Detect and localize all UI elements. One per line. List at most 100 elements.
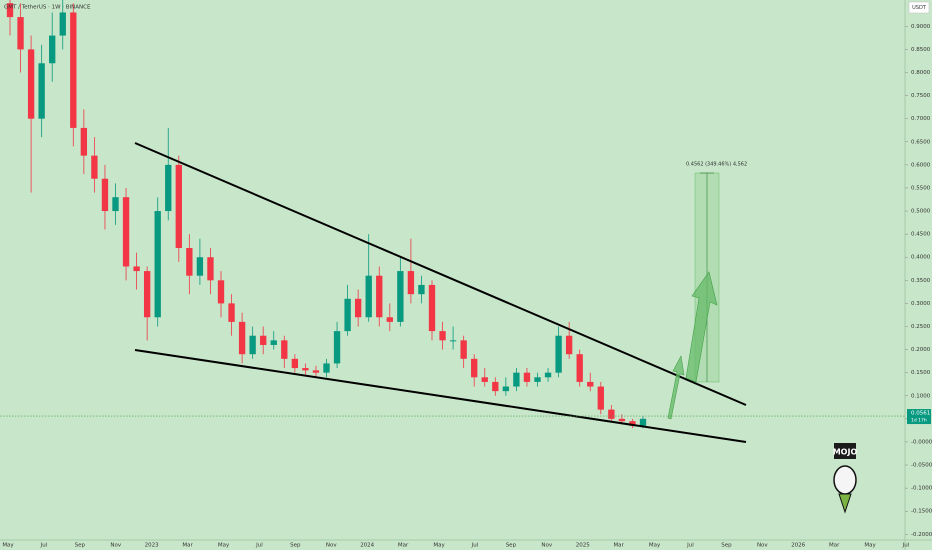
candle-body: [365, 275, 372, 318]
y-tick-label: 0.7500: [911, 93, 931, 99]
x-tick-label: May: [218, 543, 230, 549]
y-tick-label: 0.6000: [911, 162, 931, 168]
y-tick-label: -0.2000: [911, 532, 932, 538]
x-tick-label: May: [433, 543, 445, 549]
candle-body: [281, 340, 288, 359]
candle-body: [544, 372, 552, 378]
candle-body: [112, 197, 119, 212]
y-tick-label: 0.5000: [911, 209, 931, 215]
candle-body: [576, 354, 583, 382]
y-tick-label: 0.2000: [911, 347, 931, 353]
candle-body: [449, 340, 457, 342]
x-tick-label: 2026: [791, 543, 805, 549]
x-tick-label: Mar: [829, 543, 840, 549]
candle-body: [629, 421, 636, 426]
lower-trendline: [134, 349, 747, 443]
logo-body: [838, 493, 852, 514]
y-tick-label: 0.3000: [911, 301, 931, 307]
y-tick-label: 0.9000: [911, 24, 931, 30]
upper-trendline: [134, 142, 747, 406]
logo-face: [833, 465, 857, 495]
candle-body: [428, 284, 436, 332]
candle-body: [481, 377, 488, 382]
x-tick-label: Nov: [326, 543, 337, 549]
y-tick-label: 0.7000: [911, 116, 931, 122]
y-tick-label: 0.1500: [911, 370, 931, 376]
x-tick-label: Sep: [75, 543, 86, 549]
y-tick-label: -0.1500: [911, 509, 932, 515]
candle-body: [471, 358, 478, 378]
candle-body: [175, 164, 182, 248]
y-tick-label: 0.4500: [911, 232, 931, 238]
x-tick-label: Jul: [902, 543, 910, 549]
candle-body: [207, 257, 214, 281]
x-tick-label: Nov: [541, 543, 552, 549]
candle-body: [534, 377, 541, 382]
logo-badge: [834, 443, 856, 459]
candle-body: [344, 298, 351, 332]
candle-body: [460, 340, 467, 359]
arrow-small: [667, 355, 685, 420]
candle-body: [143, 271, 151, 318]
candle-body: [397, 271, 404, 322]
candle-body: [59, 12, 66, 36]
candle-body: [618, 418, 626, 422]
candle-body: [6, 3, 14, 18]
candle-body: [565, 335, 573, 355]
candle-body: [217, 280, 225, 304]
x-tick-label: Sep: [721, 543, 732, 549]
x-tick-label: 2024: [360, 543, 374, 549]
candle-body: [354, 298, 362, 318]
candles: [6, 0, 647, 429]
y-tick-label: -0.0000: [911, 439, 932, 445]
candle-body: [376, 275, 383, 318]
candle-body: [608, 409, 615, 419]
candle-body: [555, 335, 562, 373]
candle-body: [291, 358, 299, 369]
candle-body: [523, 372, 531, 382]
candle-body: [249, 335, 256, 355]
candle-body: [101, 178, 109, 212]
candle-body: [70, 12, 77, 128]
candle-body: [49, 35, 56, 64]
candle-body: [27, 49, 35, 119]
candle-body: [80, 127, 88, 156]
candle-body: [513, 372, 520, 387]
x-tick-label: Mar: [613, 543, 624, 549]
x-tick-label: Sep: [290, 543, 301, 549]
candle-body: [17, 17, 24, 50]
y-tick-label: -0.0500: [911, 463, 932, 469]
countdown-label: 1d 17h: [911, 418, 927, 424]
candle-body: [502, 386, 510, 392]
logo: MOJO: [833, 443, 857, 514]
x-tick-label: 2025: [576, 543, 590, 549]
x-tick-label: Nov: [757, 543, 768, 549]
candle-body: [91, 155, 98, 179]
y-tick-label: 0.2500: [911, 324, 931, 330]
candle-body: [196, 257, 204, 276]
candle-body: [597, 386, 604, 410]
x-tick-label: May: [649, 543, 661, 549]
candle-body: [270, 340, 277, 345]
candle-body: [260, 335, 267, 345]
candle-body: [386, 317, 393, 322]
x-tick-label: Mar: [182, 543, 193, 549]
candle-body: [492, 381, 499, 392]
candle-body: [407, 271, 415, 295]
last-price-box: [907, 409, 931, 425]
candle-body: [587, 381, 594, 387]
x-tick-label: May: [2, 543, 14, 549]
y-tick-label: -0.1000: [911, 486, 932, 492]
candle-body: [333, 331, 341, 364]
x-tick-label: May: [864, 543, 876, 549]
candle-body: [133, 266, 140, 272]
y-tick-label: 0.4000: [911, 255, 931, 261]
candle-body: [418, 284, 425, 295]
x-tick-label: Mar: [398, 543, 409, 549]
candle-body: [323, 363, 330, 373]
x-tick-label: 2023: [145, 543, 159, 549]
x-tick-label: Jul: [471, 543, 479, 549]
candle-body: [312, 370, 320, 373]
